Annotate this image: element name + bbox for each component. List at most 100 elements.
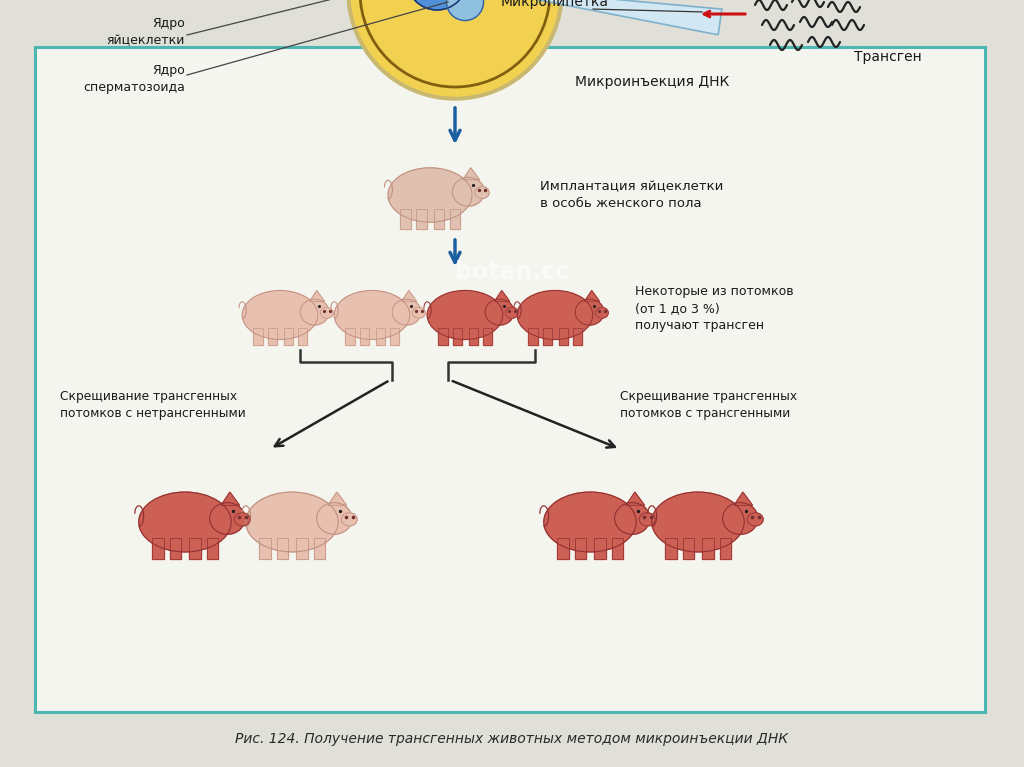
Polygon shape	[626, 492, 644, 505]
Bar	[400, 209, 411, 229]
Bar	[720, 538, 731, 559]
Bar	[469, 328, 478, 345]
Bar	[438, 328, 447, 345]
Ellipse shape	[639, 513, 655, 526]
Bar	[469, 328, 478, 345]
Text: Трансген: Трансген	[854, 50, 922, 64]
Bar	[543, 328, 552, 345]
FancyBboxPatch shape	[35, 47, 985, 712]
Ellipse shape	[595, 308, 608, 318]
Polygon shape	[495, 291, 510, 301]
Ellipse shape	[575, 299, 604, 325]
Text: Микроинъекция ДНК: Микроинъекция ДНК	[575, 75, 729, 89]
Circle shape	[360, 0, 550, 87]
Bar	[666, 538, 677, 559]
Bar	[259, 538, 271, 559]
Bar	[434, 209, 444, 229]
Bar	[528, 328, 538, 345]
Polygon shape	[585, 291, 600, 301]
Bar	[153, 538, 164, 559]
Ellipse shape	[321, 308, 333, 318]
Ellipse shape	[544, 492, 636, 552]
Bar	[267, 328, 278, 345]
Text: botan.cc: botan.cc	[455, 260, 569, 284]
Bar	[720, 538, 731, 559]
Bar	[267, 328, 278, 345]
Bar	[573, 328, 583, 345]
Text: Скрещивание трансгенных
потомков с трансгенными: Скрещивание трансгенных потомков с транс…	[620, 390, 797, 420]
Bar	[253, 328, 263, 345]
Text: Микропипетка: Микропипетка	[501, 0, 609, 9]
Bar	[559, 328, 568, 345]
Text: Рис. 124. Получение трансгенных животных методом микроинъекции ДНК: Рис. 124. Получение трансгенных животных…	[236, 732, 788, 746]
Bar	[557, 538, 569, 559]
Bar	[575, 538, 587, 559]
Bar	[296, 538, 308, 559]
Bar	[594, 538, 606, 559]
Bar	[298, 328, 307, 345]
Ellipse shape	[748, 513, 763, 526]
Circle shape	[446, 0, 483, 21]
Bar	[559, 328, 568, 345]
Polygon shape	[221, 492, 240, 505]
Text: Скрещивание трансгенных
потомков с нетрансгенными: Скрещивание трансгенных потомков с нетра…	[60, 390, 246, 420]
Polygon shape	[401, 291, 417, 301]
Text: Ядро
яйцеклетки: Ядро яйцеклетки	[106, 17, 185, 47]
Bar	[683, 538, 694, 559]
Bar	[170, 538, 181, 559]
Circle shape	[407, 0, 467, 10]
Polygon shape	[734, 492, 753, 505]
Ellipse shape	[341, 513, 357, 526]
Ellipse shape	[485, 299, 514, 325]
Ellipse shape	[427, 291, 503, 340]
Ellipse shape	[723, 502, 758, 535]
Ellipse shape	[453, 177, 484, 206]
Text: Имплантация яйцеклетки
в особь женского пола: Имплантация яйцеклетки в особь женского …	[540, 180, 723, 210]
Ellipse shape	[139, 492, 231, 552]
Bar	[573, 328, 583, 345]
Bar	[594, 538, 606, 559]
Bar	[296, 538, 308, 559]
Bar	[683, 538, 694, 559]
Ellipse shape	[388, 168, 472, 222]
Bar	[153, 538, 164, 559]
Ellipse shape	[316, 502, 352, 535]
Circle shape	[351, 0, 559, 96]
Bar	[207, 538, 218, 559]
Bar	[417, 209, 427, 229]
Bar	[483, 328, 493, 345]
Ellipse shape	[413, 308, 425, 318]
Polygon shape	[309, 291, 325, 301]
Polygon shape	[328, 492, 346, 505]
Bar	[376, 328, 385, 345]
Bar	[528, 328, 538, 345]
Bar	[284, 328, 293, 345]
Bar	[278, 538, 289, 559]
Ellipse shape	[243, 291, 317, 340]
Bar	[557, 538, 569, 559]
Ellipse shape	[614, 502, 650, 535]
Ellipse shape	[246, 492, 338, 552]
Bar	[434, 209, 444, 229]
Ellipse shape	[505, 308, 518, 318]
Bar	[253, 328, 263, 345]
Bar	[612, 538, 624, 559]
Ellipse shape	[234, 513, 250, 526]
Bar	[400, 209, 411, 229]
Bar	[376, 328, 385, 345]
Bar	[390, 328, 399, 345]
Ellipse shape	[475, 186, 489, 199]
Bar	[345, 328, 354, 345]
Bar	[575, 538, 587, 559]
Text: Некоторые из потомков
(от 1 до 3 %)
получают трансген: Некоторые из потомков (от 1 до 3 %) полу…	[635, 285, 794, 333]
Ellipse shape	[334, 291, 410, 340]
Bar	[298, 328, 307, 345]
Bar	[543, 328, 552, 345]
Bar	[170, 538, 181, 559]
Bar	[666, 538, 677, 559]
Bar	[359, 328, 369, 345]
Bar	[450, 209, 461, 229]
Bar	[284, 328, 293, 345]
Bar	[450, 209, 461, 229]
Bar	[612, 538, 624, 559]
